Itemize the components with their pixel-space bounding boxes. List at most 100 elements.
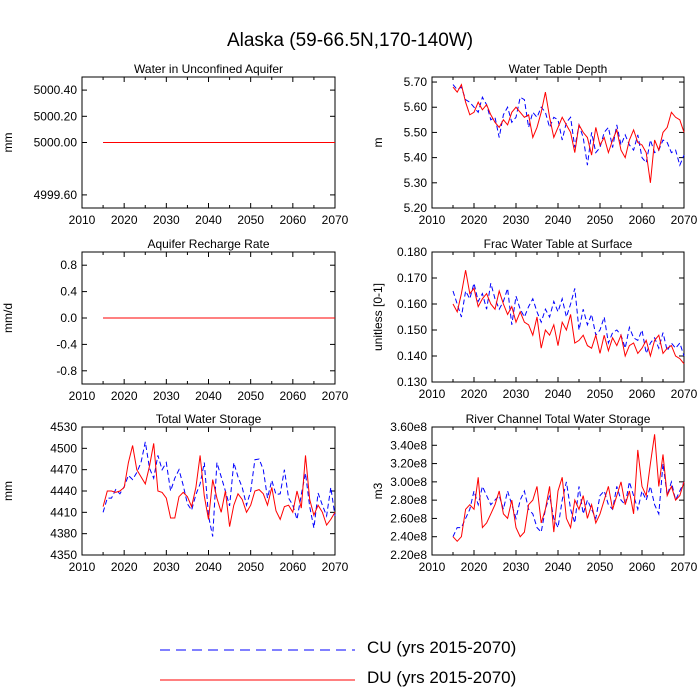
y-tick-label: 4999.60 <box>34 188 78 202</box>
x-tick-label: 2030 <box>503 387 530 401</box>
series-line-du <box>452 434 685 543</box>
plot-frame <box>431 251 685 383</box>
y-tick-label: 0.140 <box>397 349 427 363</box>
x-tick-label: 2060 <box>629 387 656 401</box>
y-tick-label: -0.4 <box>56 337 77 351</box>
legend-du-label: DU (yrs 2015-2070) <box>367 668 517 687</box>
x-tick-label: 2070 <box>671 213 698 227</box>
y-tick-label: 5.30 <box>404 176 428 190</box>
x-tick-label: 2060 <box>279 213 306 227</box>
x-tick-label: 2040 <box>545 387 572 401</box>
series-line-du <box>452 83 685 183</box>
x-tick-label: 2040 <box>545 560 572 574</box>
x-tick-label: 2060 <box>279 389 306 403</box>
x-tick-label: 2070 <box>322 560 349 574</box>
y-axis-label: unitless [0-1] <box>371 283 385 351</box>
series-line-du <box>102 443 336 527</box>
y-tick-label: 4410 <box>50 505 77 519</box>
x-tick-label: 2030 <box>503 560 530 574</box>
y-tick-label: 4350 <box>50 548 77 562</box>
y-tick-label: 5.70 <box>404 75 428 89</box>
x-tick-label: 2050 <box>237 213 264 227</box>
series-line-du <box>452 270 685 365</box>
y-tick-label: 2.40e8 <box>390 530 427 544</box>
chart-title: Aquifer Recharge Rate <box>147 237 269 251</box>
figure-title: Alaska (59-66.5N,170-140W) <box>226 30 474 51</box>
chart-title: River Channel Total Water Storage <box>466 412 651 426</box>
y-tick-label: 4380 <box>50 527 77 541</box>
x-tick-label: 2010 <box>69 389 96 403</box>
y-tick-label: 3.20e8 <box>390 457 427 471</box>
plot-frame <box>431 76 685 209</box>
y-axis-label: mm <box>1 133 15 153</box>
x-tick-label: 2060 <box>279 560 306 574</box>
y-axis-label: m <box>371 138 385 148</box>
x-tick-label: 2030 <box>153 389 180 403</box>
x-tick-label: 2020 <box>461 560 488 574</box>
x-tick-label: 2050 <box>587 560 614 574</box>
x-tick-label: 2050 <box>587 387 614 401</box>
y-tick-label: 2.20e8 <box>390 548 427 562</box>
x-tick-label: 2010 <box>69 560 96 574</box>
series-line-cu <box>102 441 336 537</box>
series-line-cu <box>452 283 685 357</box>
x-tick-label: 2010 <box>419 560 446 574</box>
y-tick-label: 3.00e8 <box>390 475 427 489</box>
y-tick-label: 5.20 <box>404 201 428 215</box>
series-line-cu <box>452 84 685 167</box>
chart-title: Water in Unconfined Aquifer <box>134 62 283 76</box>
y-tick-label: 0.0 <box>60 311 77 325</box>
x-tick-label: 2030 <box>153 560 180 574</box>
y-tick-label: 2.80e8 <box>390 493 427 507</box>
x-tick-label: 2070 <box>322 213 349 227</box>
chart-title: Water Table Depth <box>509 62 608 76</box>
y-tick-label: 0.170 <box>397 271 427 285</box>
y-axis-label: mm/d <box>1 303 15 333</box>
chart-panel-4: Frac Water Table at Surface unitless [0-1… <box>371 237 698 401</box>
chart-panel-1: Water in Unconfined Aquifer mm 2010 2020 203… <box>1 62 349 227</box>
x-tick-label: 2020 <box>461 213 488 227</box>
y-tick-label: 0.160 <box>397 297 427 311</box>
series-line-cu <box>452 463 685 537</box>
legend-cu-label: CU (yrs 2015-2070) <box>367 638 517 657</box>
y-tick-label: 5.50 <box>404 125 428 139</box>
y-tick-label: 4500 <box>50 441 77 455</box>
x-tick-label: 2030 <box>153 213 180 227</box>
y-axis-label: m3 <box>371 482 385 499</box>
chart-panel-2: Water Table Depth m 2010 2020 2030 2040 2050 20… <box>371 62 698 227</box>
y-tick-label: 2.60e8 <box>390 511 427 525</box>
x-tick-label: 2060 <box>629 560 656 574</box>
x-tick-label: 2010 <box>419 213 446 227</box>
y-tick-label: 4470 <box>50 463 77 477</box>
x-tick-label: 2030 <box>503 213 530 227</box>
x-tick-label: 2050 <box>587 213 614 227</box>
x-tick-label: 2020 <box>111 389 138 403</box>
x-tick-label: 2040 <box>195 560 222 574</box>
chart-title: Frac Water Table at Surface <box>484 237 633 251</box>
x-tick-label: 2020 <box>461 387 488 401</box>
x-tick-label: 2050 <box>237 560 264 574</box>
chart-title: Total Water Storage <box>156 412 262 426</box>
y-tick-label: -0.8 <box>56 364 77 378</box>
y-tick-label: 0.180 <box>397 245 427 259</box>
x-tick-label: 2050 <box>237 389 264 403</box>
chart-panel-3: Aquifer Recharge Rate mm/d 2010 2020 2030 204… <box>1 237 349 403</box>
y-tick-label: 5000.00 <box>34 136 78 150</box>
y-tick-label: 0.130 <box>397 375 427 389</box>
y-tick-label: 4530 <box>50 420 77 434</box>
y-tick-label: 0.8 <box>60 258 77 272</box>
y-tick-label: 3.40e8 <box>390 438 427 452</box>
y-tick-label: 5.60 <box>404 100 428 114</box>
x-tick-label: 2010 <box>419 387 446 401</box>
x-tick-label: 2040 <box>195 213 222 227</box>
y-tick-label: 5.40 <box>404 151 428 165</box>
y-tick-label: 5000.20 <box>34 109 78 123</box>
y-tick-label: 5000.40 <box>34 83 78 97</box>
chart-panel-5: Total Water Storage mm 2010 2020 2030 2040 205… <box>1 412 349 574</box>
y-tick-label: 0.4 <box>60 285 77 299</box>
y-tick-label: 3.60e8 <box>390 420 427 434</box>
y-tick-label: 0.150 <box>397 323 427 337</box>
x-tick-label: 2020 <box>111 213 138 227</box>
